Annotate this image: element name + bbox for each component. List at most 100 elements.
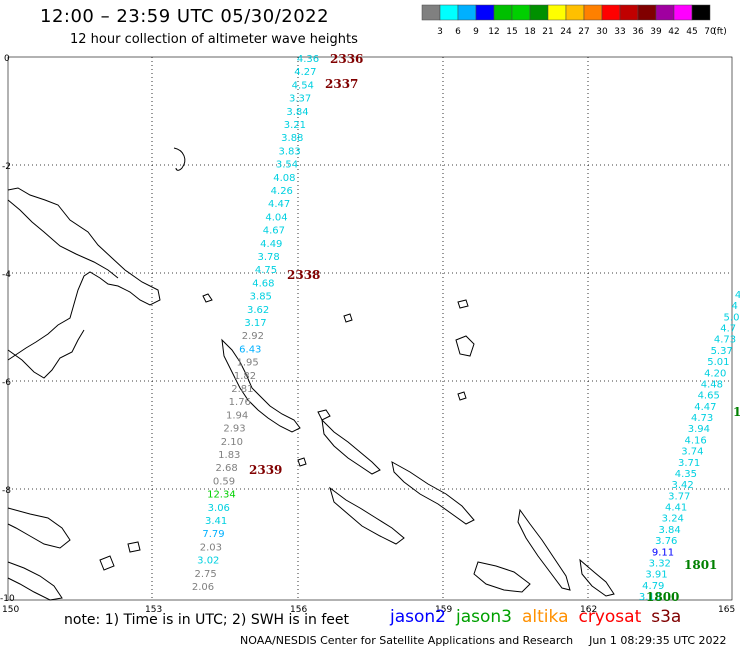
wave-height-value: 4.79	[642, 581, 664, 592]
new-britain-west	[7, 329, 85, 379]
lon-label: 153	[145, 605, 162, 615]
wave-height-value: 3.78	[257, 252, 279, 263]
colorbar-label: 70	[704, 27, 716, 37]
lon-label: 150	[2, 605, 19, 615]
lat-label: -8	[2, 486, 11, 496]
wave-height-value: 7.79	[202, 529, 224, 540]
colorbar-label: 21	[542, 27, 553, 37]
wave-height-value: 4.27	[294, 67, 316, 78]
wave-height-value: 3.42	[671, 480, 693, 491]
wave-height-value: 3.84	[658, 525, 680, 536]
wave-height-value: 4.73	[691, 413, 713, 424]
lon-label: 162	[580, 605, 597, 615]
wave-height-value: 4	[735, 290, 740, 301]
new-georgia-coast	[329, 486, 405, 545]
wave-height-value: 5.37	[711, 346, 733, 357]
chart-subtitle: 12 hour collection of altimeter wave hei…	[70, 32, 358, 47]
wave-height-value: 3.41	[205, 516, 227, 527]
wave-height-value: 3.02	[197, 556, 219, 567]
axis-labels: 150 153 156 159 162 165 0 -2 -4 -6 -8 -1…	[0, 54, 735, 615]
wave-height-value: 4	[732, 301, 738, 312]
legend-item-cryosat: cryosat	[578, 607, 642, 627]
wave-height-value: 3.62	[247, 305, 269, 316]
makira-coast	[579, 558, 615, 597]
colorbar-label: 9	[473, 27, 479, 37]
wave-height-value: 2.93	[223, 424, 245, 435]
wave-height-value: 4.68	[252, 278, 274, 289]
wave-height-value: 9.11	[652, 547, 674, 558]
wave-height-value: 4.16	[684, 435, 706, 446]
wave-height-value: 12.34	[207, 490, 236, 501]
wave-height-value: 2.68	[215, 463, 237, 474]
islet-h	[99, 555, 115, 571]
sw-islands	[7, 561, 63, 601]
colorbar-label: 24	[560, 27, 572, 37]
wave-height-value: 4.04	[265, 212, 287, 223]
wave-height-value: 4.65	[698, 391, 720, 402]
islet-f	[317, 409, 331, 421]
satellite-legend: jason2 jason3 altika cryosat s3a	[390, 607, 691, 627]
wave-height-value: 4.41	[665, 503, 687, 514]
wave-height-value: 2.92	[242, 331, 264, 342]
wave-height-value: 3.17	[244, 318, 266, 329]
lon-label: 159	[435, 605, 452, 615]
islet-j	[457, 391, 467, 401]
wave-height-value: 4.08	[273, 173, 295, 184]
time-label: 2339	[249, 463, 282, 477]
islet-d	[455, 335, 475, 357]
wave-height-value: 3.21	[284, 120, 306, 131]
wave-height-value: 4.36	[297, 54, 319, 65]
islet-a	[173, 147, 186, 171]
colorbar-label: 42	[668, 27, 679, 37]
islet-i	[127, 541, 141, 553]
coastlines	[7, 147, 615, 601]
nw-islands	[7, 507, 71, 549]
new-britain-coast	[7, 187, 161, 361]
colorbar-label: 3	[437, 27, 443, 37]
colorbar-label: 18	[524, 27, 536, 37]
wave-height-value: 1.76	[229, 397, 251, 408]
wave-height-value: 4.47	[268, 199, 290, 210]
lon-label: 156	[290, 605, 307, 615]
wave-height-value: 4.75	[255, 265, 277, 276]
wave-height-value: 3.37	[289, 94, 311, 105]
credit-text: NOAA/NESDIS Center for Satellite Applica…	[240, 634, 574, 647]
wave-height-value: 3.83	[278, 146, 300, 157]
wave-height-value: 2.10	[221, 437, 243, 448]
lat-label: 0	[4, 54, 10, 64]
time-label: 2338	[287, 268, 320, 282]
wave-height-value: 5.01	[707, 357, 729, 368]
santa-isabel-coast	[391, 461, 475, 525]
time-labels: 2336 2337 2338 2339 1 1801 1800	[249, 52, 740, 604]
wave-height-value: 4.49	[260, 239, 282, 250]
wave-height-value: 3.32	[649, 558, 671, 569]
generated-date: Jun 1 08:29:35 UTC 2022	[589, 634, 727, 647]
legend-item-jason2: jason2	[390, 607, 446, 627]
colorbar-label: 15	[506, 27, 517, 37]
wave-height-value: 4.35	[675, 469, 697, 480]
islet-e	[457, 299, 469, 309]
time-label: 1801	[684, 558, 717, 572]
colorbar-swatch	[691, 4, 711, 21]
color-scale-bar: 3 6 9 12 15 18 21 24 27 30 33 36 39 42 45 70(ft)	[421, 4, 727, 37]
legend-item-altika: altika	[522, 607, 569, 627]
wave-height-value: 4.7	[720, 324, 736, 335]
wave-height-value: 6.43	[239, 344, 261, 355]
wave-height-value: 1.83	[218, 450, 240, 461]
wave-height-value: 2.81	[231, 384, 253, 395]
wave-height-value: 1.82	[234, 371, 256, 382]
lon-label: 165	[718, 605, 735, 615]
islet-b	[202, 293, 213, 303]
wave-height-value: 3.85	[250, 292, 272, 303]
wave-height-value: 2.06	[192, 582, 214, 593]
wave-height-value: 0.59	[213, 476, 235, 487]
time-label: 2337	[325, 77, 358, 91]
new-ireland-coast	[7, 199, 119, 279]
lat-lon-grid	[7, 56, 733, 601]
wave-height-value: 5.0	[724, 312, 740, 323]
lat-label: -2	[2, 162, 11, 172]
wave-height-value: 3.91	[645, 570, 667, 581]
malaita-coast	[517, 508, 571, 591]
wave-height-value: 4.73	[714, 335, 736, 346]
wave-height-value: 3.76	[655, 536, 677, 547]
